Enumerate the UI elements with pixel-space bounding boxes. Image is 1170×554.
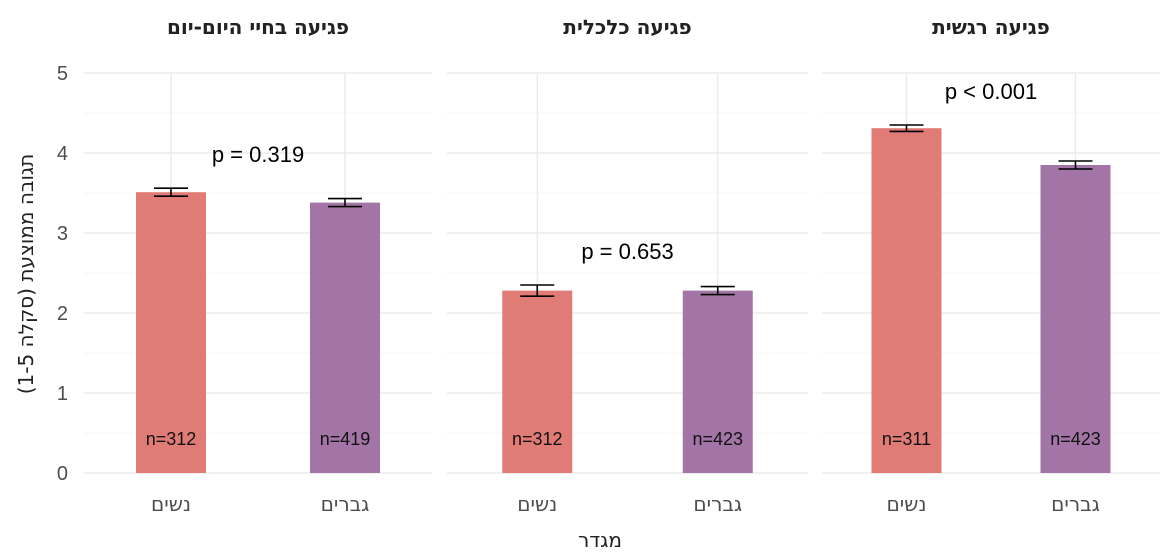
x-category-label: נשים [517, 492, 557, 516]
panel-title: פגיעה כלכלית [563, 15, 691, 39]
panel-title: פגיעה רגשית [932, 15, 1050, 39]
y-tick-label: 2 [57, 303, 68, 325]
y-tick-label: 3 [57, 223, 68, 245]
bar [871, 128, 942, 473]
bars-layer [136, 124, 1111, 473]
n-label: n=423 [1050, 429, 1101, 449]
bar [310, 202, 380, 473]
n-label: n=423 [692, 429, 743, 449]
grid-layer [84, 72, 1160, 474]
x-category-label: נשים [887, 492, 927, 516]
x-category-label: גברים [1051, 492, 1100, 516]
bar [502, 290, 573, 473]
bar [682, 290, 753, 473]
y-tick-label: 4 [57, 143, 68, 165]
n-label: n=312 [146, 429, 197, 449]
y-tick-label: 0 [57, 463, 68, 485]
n-label: n=312 [512, 429, 563, 449]
bar [136, 192, 206, 473]
x-category-label: גברים [693, 492, 742, 516]
n-label: n=419 [320, 429, 371, 449]
labels-layer: פגיעה בחיי היום-יום n=312 נשים n=419 גברים p … [146, 15, 1101, 516]
panel-title: פגיעה בחיי היום-יום [167, 15, 349, 39]
bar [1040, 165, 1111, 473]
x-axis-title: מגדר [578, 528, 622, 552]
y-tick-label: 5 [57, 63, 68, 85]
y-tick-label: 1 [57, 383, 68, 405]
y-axis-ticks: 0 1 2 3 4 5 [57, 63, 68, 485]
p-value-label: p = 0.653 [581, 239, 673, 264]
x-category-label: נשים [151, 492, 191, 516]
y-axis-title: תגובה ממוצעת (סקלה 1-5) [14, 154, 38, 395]
p-value-label: p < 0.001 [945, 79, 1037, 104]
p-value-label: p = 0.319 [212, 142, 304, 167]
n-label: n=311 [882, 429, 931, 449]
x-category-label: גברים [321, 492, 370, 516]
